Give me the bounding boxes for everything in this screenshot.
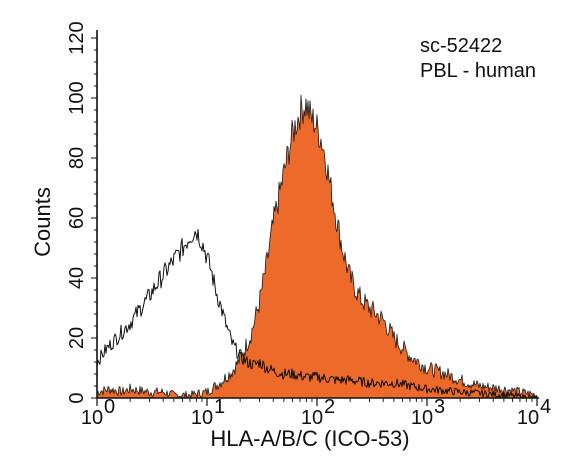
x-tick-exponent: 0: [104, 396, 115, 418]
y-tick-label: 0: [66, 392, 88, 403]
annotation-sample-id: sc-52422: [420, 35, 502, 57]
histogram-outline-series: [96, 228, 538, 399]
y-tick-label: 120: [66, 21, 88, 54]
y-axis-label: Counts: [30, 187, 55, 257]
x-tick-exponent: 2: [324, 396, 335, 418]
y-tick-label: 100: [66, 81, 88, 114]
y-tick-label: 40: [66, 267, 88, 289]
y-tick-label: 60: [66, 207, 88, 229]
annotation-cell-type: PBL - human: [420, 60, 536, 82]
axes: [91, 30, 539, 406]
x-tick-label: 10: [411, 407, 433, 429]
x-tick-exponent: 4: [540, 396, 551, 418]
x-tick-label: 10: [517, 407, 539, 429]
x-tick-exponent: 3: [434, 396, 445, 418]
y-tick-label: 20: [66, 327, 88, 349]
x-axis-label: HLA-A/B/C (ICO-53): [210, 426, 409, 451]
y-tick-label: 80: [66, 147, 88, 169]
x-tick-label: 10: [81, 407, 103, 429]
x-tick-label: 10: [191, 407, 213, 429]
x-tick-exponent: 1: [214, 396, 225, 418]
x-tick-label: 10: [301, 407, 323, 429]
histogram-filled-series: [96, 94, 538, 399]
plot-area: [96, 94, 538, 399]
